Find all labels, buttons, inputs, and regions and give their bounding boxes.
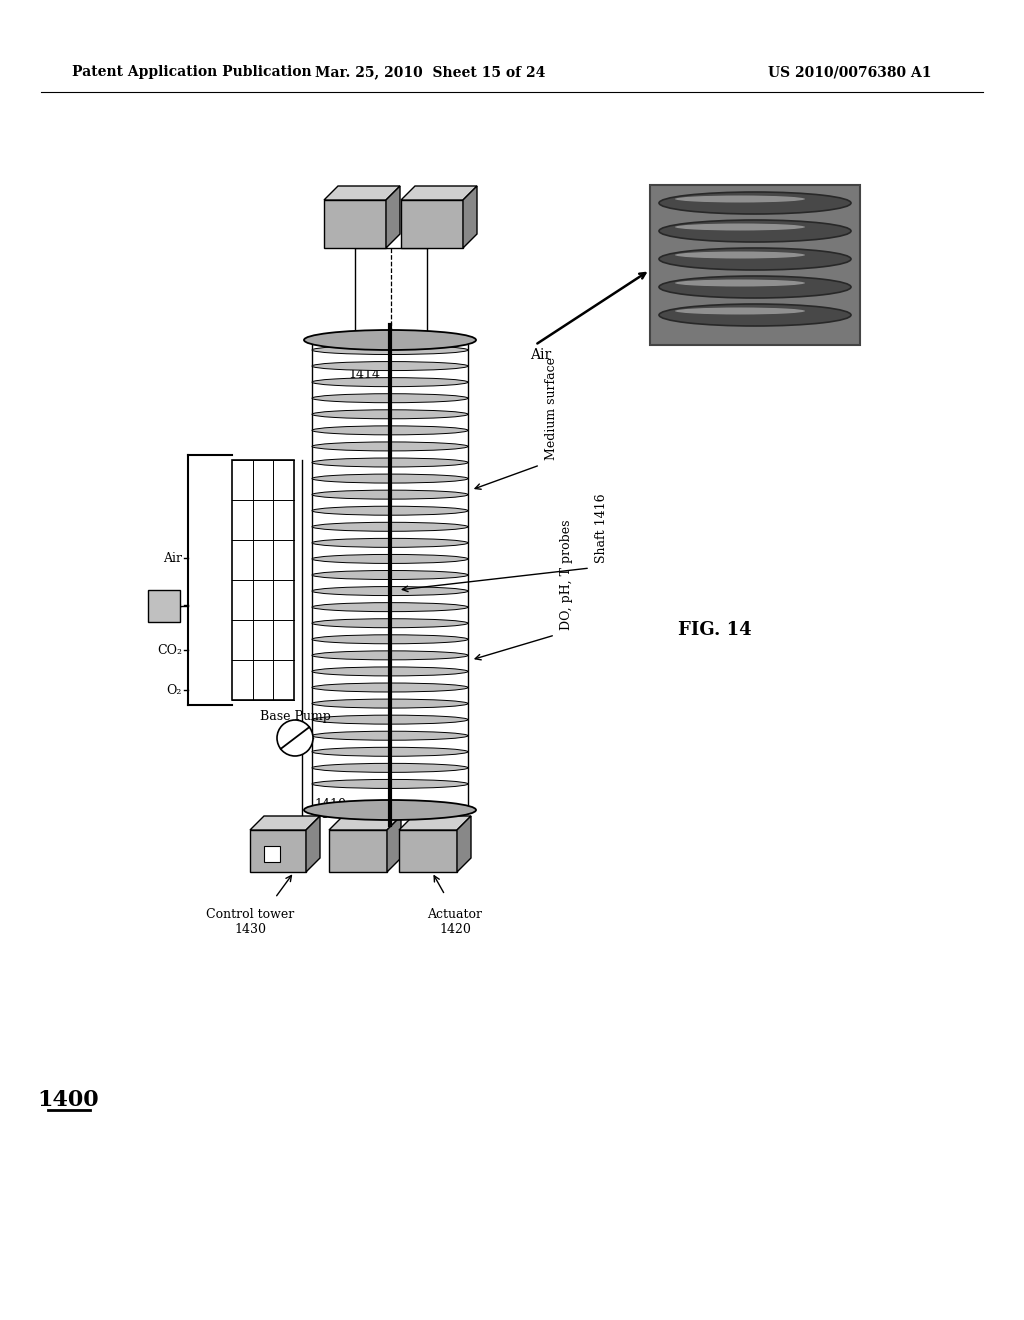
Text: DO, pH, T probes: DO, pH, T probes [560,520,573,630]
Polygon shape [399,816,471,830]
Text: 1414: 1414 [348,368,380,381]
Ellipse shape [659,304,851,326]
Text: CO₂: CO₂ [157,644,182,656]
Ellipse shape [312,523,468,531]
Bar [399,830,457,873]
Ellipse shape [304,800,476,820]
Ellipse shape [659,248,851,271]
Polygon shape [387,816,401,873]
Bar [250,830,306,873]
Polygon shape [329,816,401,830]
Text: Base Pump: Base Pump [259,710,331,723]
Ellipse shape [659,220,851,242]
Ellipse shape [675,195,805,202]
Ellipse shape [312,715,468,725]
Text: FIG. 14: FIG. 14 [678,620,752,639]
Text: Air: Air [163,552,182,565]
Bar [264,846,280,862]
Polygon shape [401,186,477,201]
Text: Control tower
1430: Control tower 1430 [206,908,294,936]
Ellipse shape [304,330,476,350]
Ellipse shape [659,276,851,298]
Text: N₂: N₂ [166,598,182,611]
Ellipse shape [312,393,468,403]
Ellipse shape [312,426,468,434]
Polygon shape [386,186,400,248]
Text: Mar. 25, 2010  Sheet 15 of 24: Mar. 25, 2010 Sheet 15 of 24 [314,65,545,79]
Ellipse shape [312,570,468,579]
Ellipse shape [312,603,468,611]
Bar [329,830,387,873]
Ellipse shape [312,506,468,515]
Polygon shape [250,816,319,830]
Ellipse shape [312,586,468,595]
Circle shape [278,719,313,756]
Text: 1418: 1418 [319,808,352,821]
Ellipse shape [312,409,468,418]
Ellipse shape [312,442,468,451]
Ellipse shape [659,191,851,214]
Polygon shape [324,186,400,201]
Text: 1400: 1400 [37,1089,98,1111]
Text: 1412: 1412 [272,825,304,838]
Bar [324,201,386,248]
Ellipse shape [312,747,468,756]
Ellipse shape [675,280,805,286]
Text: Patent Application Publication: Patent Application Publication [72,65,311,79]
Polygon shape [306,816,319,873]
Text: 1410: 1410 [314,799,346,812]
Ellipse shape [312,619,468,628]
Polygon shape [457,816,471,873]
Bar [232,459,294,700]
Ellipse shape [312,651,468,660]
Text: Air: Air [530,348,551,362]
Ellipse shape [312,682,468,692]
Ellipse shape [312,554,468,564]
Ellipse shape [312,763,468,772]
Ellipse shape [675,223,805,231]
Ellipse shape [675,252,805,259]
Ellipse shape [312,458,468,467]
Text: Medium surface: Medium surface [545,356,558,459]
Ellipse shape [312,346,468,355]
Ellipse shape [312,539,468,548]
Text: Shaft 1416: Shaft 1416 [595,494,608,564]
Bar [401,201,463,248]
Bar [650,185,860,345]
Ellipse shape [312,779,468,788]
Ellipse shape [312,362,468,371]
Ellipse shape [312,700,468,708]
Polygon shape [463,186,477,248]
Ellipse shape [312,731,468,741]
Text: Actuator
1420: Actuator 1420 [427,908,482,936]
Text: US 2010/0076380 A1: US 2010/0076380 A1 [768,65,932,79]
Bar [148,590,180,622]
Ellipse shape [312,667,468,676]
Text: O₂: O₂ [167,684,182,697]
Ellipse shape [312,635,468,644]
Ellipse shape [312,474,468,483]
Ellipse shape [675,308,805,314]
Ellipse shape [312,490,468,499]
Ellipse shape [312,378,468,387]
